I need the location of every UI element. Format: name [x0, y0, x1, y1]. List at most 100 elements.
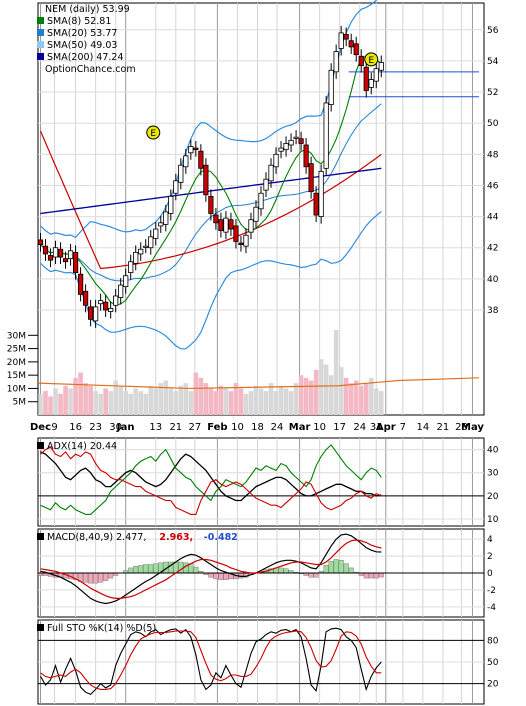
x-axis-label: 14 — [416, 422, 429, 433]
candle-body — [223, 217, 229, 233]
x-axis-label: 10 — [313, 422, 326, 433]
price-tick-label: 50 — [487, 119, 499, 129]
price-tick-label: 40 — [487, 275, 499, 285]
candle-body — [298, 138, 304, 144]
x-axis-label: May — [461, 422, 484, 433]
x-axis-label: Apr — [376, 422, 396, 433]
macd-histogram-bar — [278, 567, 284, 574]
legend-item: SMA(50) 49.03 — [47, 40, 117, 51]
candle-body — [133, 251, 139, 264]
macd-histogram-bar — [308, 572, 314, 578]
macd-histogram-bar — [328, 560, 334, 574]
volume-bar — [93, 391, 98, 415]
volume-bar — [368, 377, 374, 415]
legend-swatch — [37, 41, 44, 48]
legend-swatch — [37, 29, 44, 36]
candle-body — [83, 290, 89, 306]
x-axis-label: 17 — [333, 422, 346, 433]
x-axis-label: 28 — [455, 422, 468, 433]
volume-bar — [373, 388, 379, 415]
volume-bar — [83, 383, 88, 415]
volume-bar — [168, 388, 174, 415]
candle-body — [52, 247, 59, 258]
price-tick-label: 48 — [487, 150, 499, 160]
volume-bar — [178, 385, 184, 415]
candle-body — [42, 245, 49, 255]
candle-body — [47, 255, 54, 261]
volume-bar — [378, 391, 384, 415]
candle-body — [273, 153, 279, 168]
macd-histogram-bar — [223, 572, 229, 580]
volume-bar — [128, 393, 134, 415]
x-axis-label: Jan — [116, 422, 135, 433]
volume-bar — [98, 393, 103, 415]
price-tick-label: 46 — [487, 181, 499, 191]
volume-bar — [308, 380, 314, 415]
candle-body — [368, 79, 374, 88]
candle-body — [168, 195, 174, 214]
macd-histogram-bar — [108, 572, 114, 579]
volume-bar — [173, 391, 179, 415]
macd-histogram-bar — [133, 566, 139, 574]
adx-series-adx14 — [40, 451, 382, 502]
macd-tick-label: -4 — [487, 603, 496, 613]
macd-series-macd — [40, 533, 382, 605]
volume-bar — [63, 385, 68, 415]
x-axis-label: 10 — [231, 422, 244, 433]
sto-tick-label: 50 — [487, 658, 499, 668]
candle-body — [278, 147, 284, 152]
legend-swatch — [37, 442, 44, 449]
volume-bar — [48, 396, 53, 415]
adx-series-di — [40, 446, 382, 515]
volume-bar — [258, 388, 264, 415]
macd-histogram-bar — [138, 565, 144, 574]
sto-tick-label: 80 — [487, 636, 499, 646]
adx-tick-label: 30 — [487, 469, 499, 479]
macd-histogram-bar — [333, 559, 339, 574]
candle-body — [288, 139, 294, 146]
volume-bar — [363, 383, 369, 415]
volume-bar — [313, 369, 319, 415]
volume-bar — [73, 377, 78, 415]
earnings-circle — [364, 52, 379, 67]
x-axis-label: 31 — [370, 422, 383, 433]
macd-histogram-bar — [213, 572, 219, 580]
volume-bar — [153, 388, 159, 415]
price-tick-label: 54 — [487, 57, 499, 67]
x-axis-label: 7 — [400, 422, 406, 433]
watermark: OptionChance.com — [45, 64, 136, 75]
volume-bar — [118, 385, 123, 415]
candle-body — [293, 136, 299, 139]
price-tick-label: 38 — [487, 306, 499, 316]
macd-legend: MACD(8,40,9) 2.477, 2.963, -0.482 — [37, 532, 238, 543]
macd-tick-label: 2 — [487, 552, 493, 562]
volume-bar — [213, 391, 219, 415]
candle-body — [37, 239, 44, 246]
volume-bar — [68, 388, 73, 415]
earnings-marker: E — [364, 52, 379, 67]
x-axis-label: 18 — [251, 422, 264, 433]
macd-histogram-bar — [98, 572, 104, 583]
volume-bar — [203, 383, 209, 415]
volume-bar — [43, 391, 48, 415]
candle-body — [308, 163, 314, 193]
macd-histogram-bar — [83, 572, 89, 583]
volume-bar — [138, 391, 144, 415]
x-axis-label: 13 — [149, 422, 162, 433]
volume-bar — [238, 388, 244, 415]
volume-bar — [133, 388, 139, 415]
adx-tick-label: 10 — [487, 515, 499, 525]
volume-bar — [333, 330, 339, 415]
candle-body — [243, 234, 249, 247]
x-axis-label: 24 — [271, 422, 284, 433]
candle-body — [203, 164, 209, 196]
candle-body — [108, 308, 114, 312]
volume-bar — [328, 375, 334, 415]
volume-bar — [233, 383, 239, 415]
candle-body — [148, 236, 154, 249]
volume-bar — [348, 383, 354, 415]
candle-body — [77, 273, 84, 295]
x-axis-label: 21 — [169, 422, 182, 433]
volume-tick-label: 15M — [7, 371, 26, 381]
